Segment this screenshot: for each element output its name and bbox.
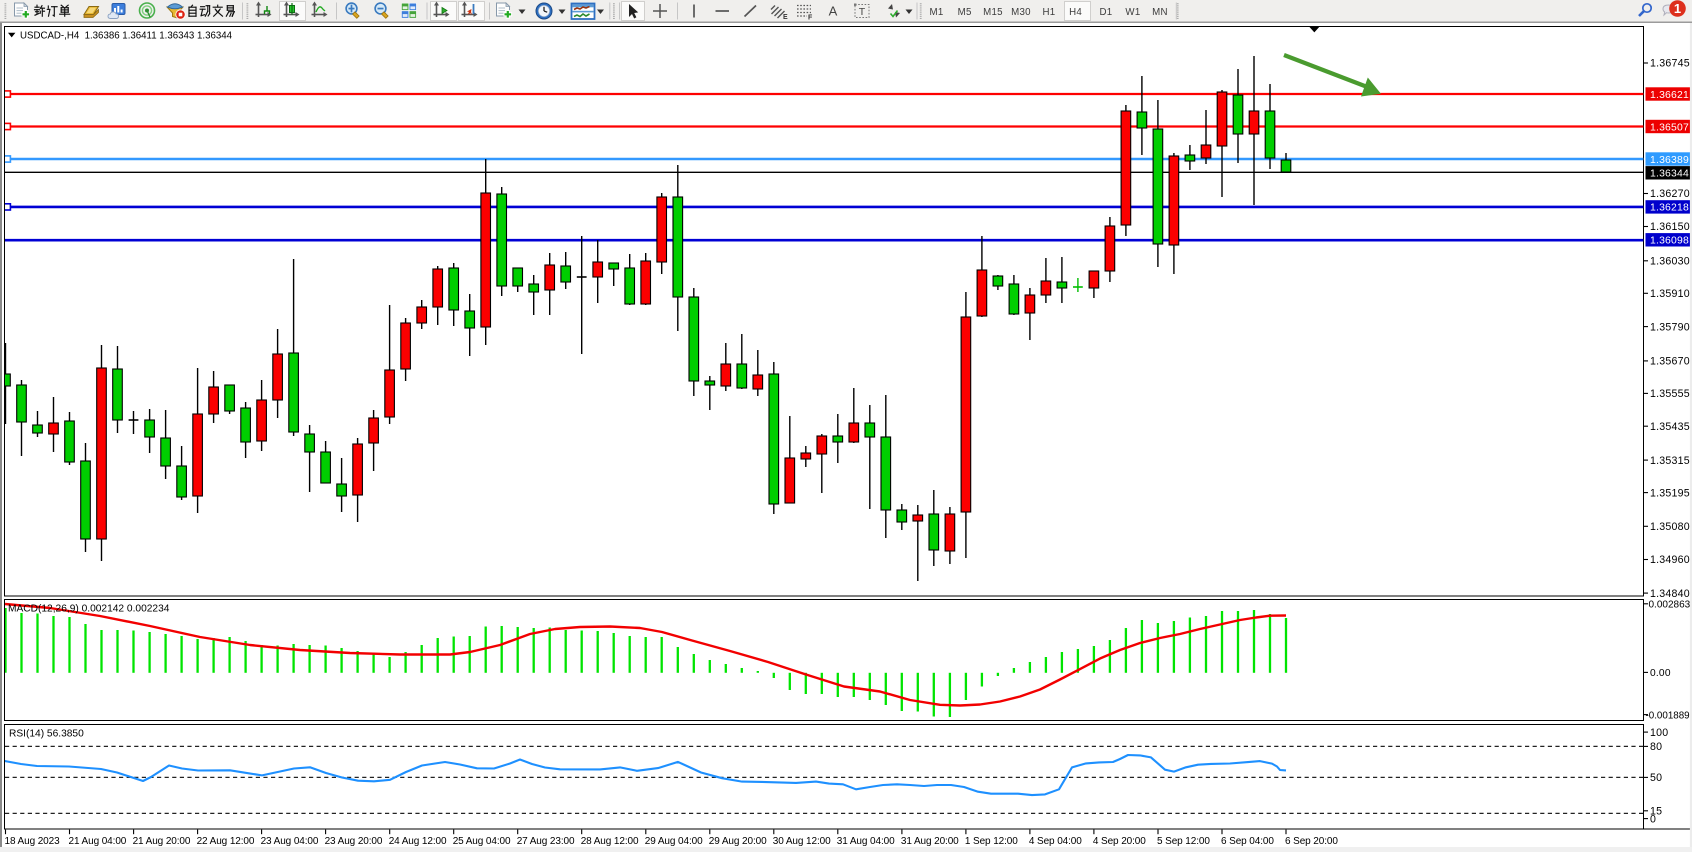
- svg-text:29 Aug 20:00: 29 Aug 20:00: [709, 836, 767, 847]
- svg-text:1.35195: 1.35195: [1650, 487, 1690, 499]
- svg-text:MACD(12,26,9) 0.002142 0.00223: MACD(12,26,9) 0.002142 0.002234: [8, 604, 170, 615]
- svg-text:1.36621: 1.36621: [1650, 90, 1689, 101]
- svg-text:1: 1: [1674, 1, 1681, 16]
- svg-text:1.35435: 1.35435: [1650, 421, 1690, 433]
- svg-text:1 Sep 12:00: 1 Sep 12:00: [965, 836, 1018, 847]
- svg-text:M1: M1: [929, 7, 943, 18]
- svg-text:25 Aug 04:00: 25 Aug 04:00: [453, 836, 511, 847]
- svg-text:A: A: [829, 4, 838, 19]
- svg-text:28 Aug 12:00: 28 Aug 12:00: [581, 836, 639, 847]
- svg-text:M5: M5: [958, 7, 972, 18]
- svg-text:27 Aug 23:00: 27 Aug 23:00: [517, 836, 575, 847]
- svg-text:M30: M30: [1011, 7, 1031, 18]
- svg-text:6 Sep 20:00: 6 Sep 20:00: [1285, 836, 1338, 847]
- svg-text:5 Sep 12:00: 5 Sep 12:00: [1157, 836, 1210, 847]
- svg-text:100: 100: [1650, 727, 1668, 739]
- svg-text:4 Sep 04:00: 4 Sep 04:00: [1029, 836, 1082, 847]
- svg-text:18 Aug 2023: 18 Aug 2023: [5, 836, 61, 847]
- svg-text:31 Aug 20:00: 31 Aug 20:00: [901, 836, 959, 847]
- svg-text:1.36218: 1.36218: [1650, 203, 1689, 214]
- svg-text:1.36098: 1.36098: [1650, 236, 1689, 247]
- svg-text:1.34840: 1.34840: [1650, 588, 1690, 600]
- svg-text:0: 0: [1650, 813, 1656, 825]
- svg-text:W1: W1: [1125, 7, 1140, 18]
- svg-text:0.002863: 0.002863: [1649, 600, 1691, 611]
- svg-text:1.36507: 1.36507: [1650, 122, 1689, 133]
- svg-text:M15: M15: [983, 7, 1003, 18]
- svg-text:1.35555: 1.35555: [1650, 388, 1690, 400]
- svg-text:F: F: [808, 15, 813, 22]
- svg-text:1.35790: 1.35790: [1650, 321, 1690, 333]
- svg-text:1.35670: 1.35670: [1650, 356, 1690, 368]
- svg-text:21 Aug 20:00: 21 Aug 20:00: [133, 836, 191, 847]
- svg-text:1.35080: 1.35080: [1650, 521, 1690, 533]
- svg-text:23 Aug 20:00: 23 Aug 20:00: [325, 836, 383, 847]
- svg-text:1.36389: 1.36389: [1650, 155, 1689, 166]
- svg-text:30 Aug 12:00: 30 Aug 12:00: [773, 836, 831, 847]
- svg-text:1.35910: 1.35910: [1650, 288, 1690, 300]
- svg-text:RSI(14) 56.3850: RSI(14) 56.3850: [9, 729, 84, 740]
- svg-text:1.36745: 1.36745: [1650, 58, 1690, 70]
- svg-text:E: E: [783, 14, 788, 21]
- svg-text:1.36270: 1.36270: [1650, 188, 1690, 200]
- svg-text:USDCAD-,H4 1.36386 1.36411 1.: USDCAD-,H4 1.36386 1.36411 1.36343 1.363…: [20, 31, 233, 42]
- svg-text:0.00: 0.00: [1650, 668, 1671, 679]
- svg-text:1.36030: 1.36030: [1650, 256, 1690, 268]
- svg-text:29 Aug 04:00: 29 Aug 04:00: [645, 836, 703, 847]
- svg-text:1.34960: 1.34960: [1650, 554, 1690, 566]
- svg-text:1.36344: 1.36344: [1650, 169, 1689, 180]
- svg-text:23 Aug 04:00: 23 Aug 04:00: [261, 836, 319, 847]
- svg-text:1.36150: 1.36150: [1650, 221, 1690, 233]
- svg-text:6 Sep 04:00: 6 Sep 04:00: [1221, 836, 1274, 847]
- svg-text:MN: MN: [1152, 7, 1168, 18]
- svg-text:21 Aug 04:00: 21 Aug 04:00: [69, 836, 127, 847]
- svg-text:80: 80: [1650, 741, 1662, 753]
- svg-text:50: 50: [1650, 772, 1662, 784]
- svg-text:31 Aug 04:00: 31 Aug 04:00: [837, 836, 895, 847]
- svg-text:4 Sep 20:00: 4 Sep 20:00: [1093, 836, 1146, 847]
- svg-text:1.35315: 1.35315: [1650, 455, 1690, 467]
- svg-text:24 Aug 12:00: 24 Aug 12:00: [389, 836, 447, 847]
- svg-text:H1: H1: [1043, 7, 1056, 18]
- svg-text:-0.001889: -0.001889: [1646, 710, 1690, 721]
- svg-text:H4: H4: [1069, 7, 1082, 18]
- svg-text:22 Aug 12:00: 22 Aug 12:00: [197, 836, 255, 847]
- svg-text:T: T: [859, 6, 866, 18]
- svg-text:D1: D1: [1100, 7, 1113, 18]
